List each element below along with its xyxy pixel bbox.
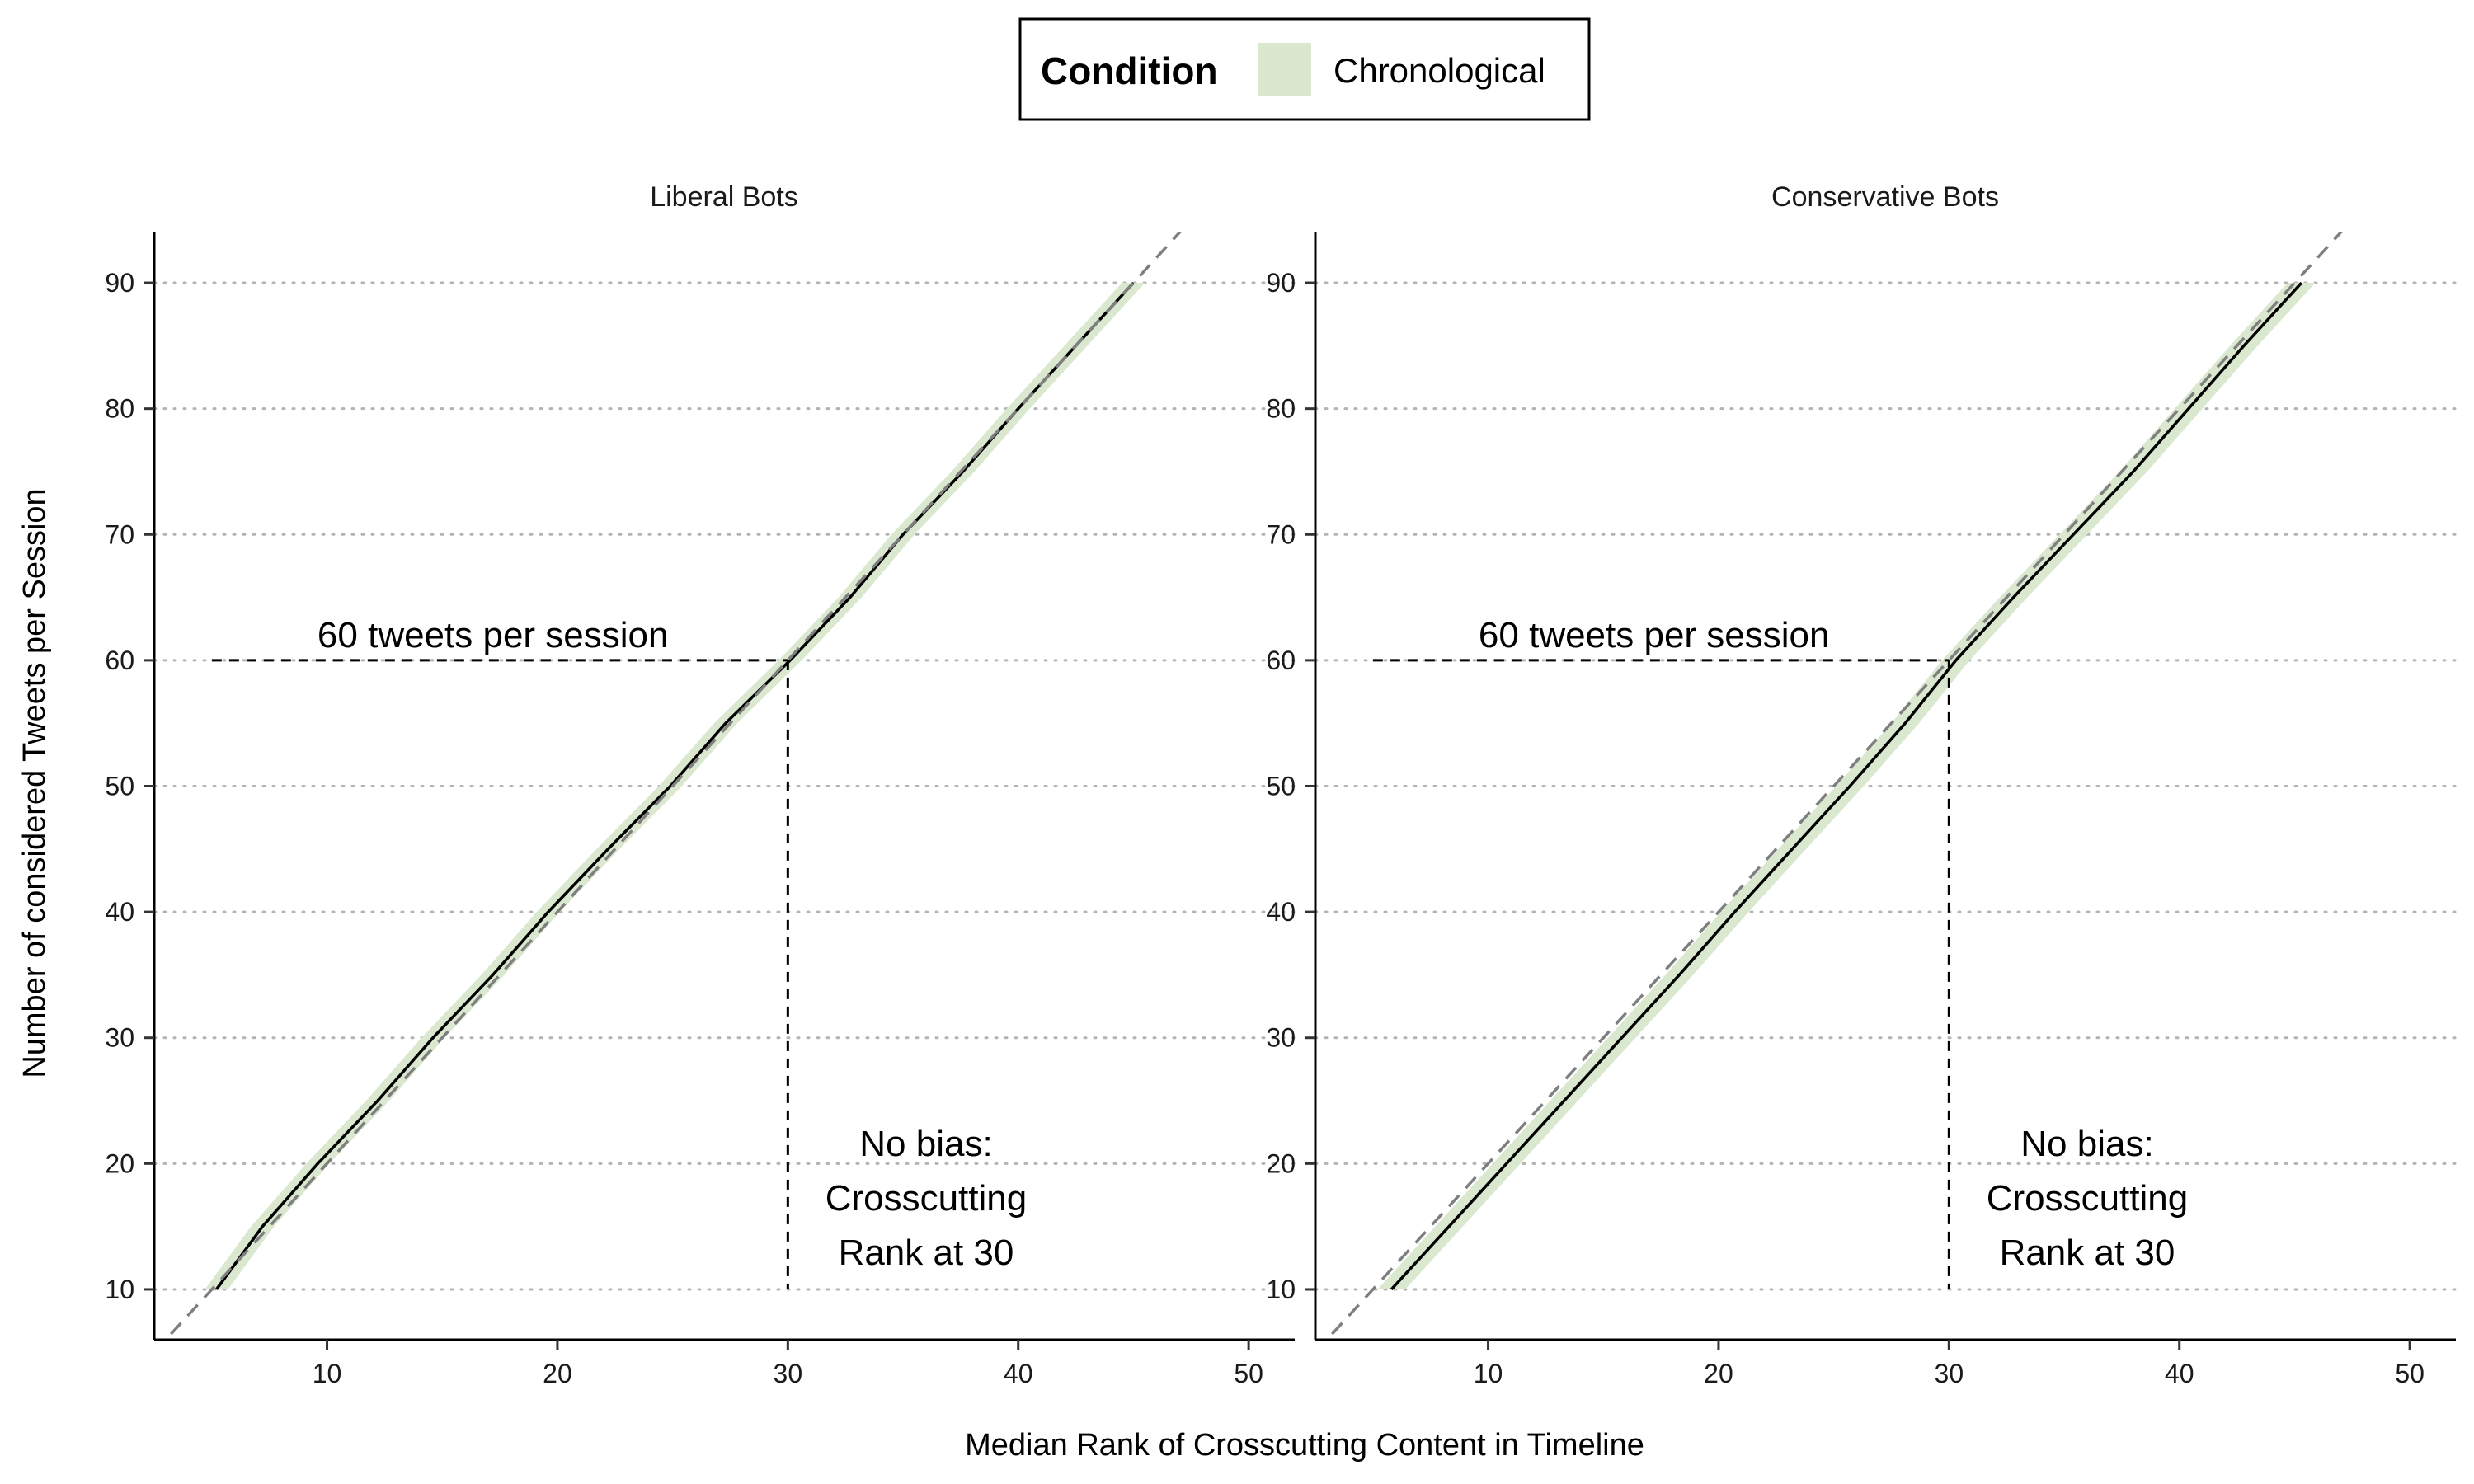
panel-title: Conservative Bots bbox=[1771, 181, 1999, 213]
confidence-ribbon bbox=[205, 283, 1145, 1289]
x-tick-label: 10 bbox=[1474, 1359, 1503, 1388]
y-tick-label: 10 bbox=[1266, 1275, 1296, 1304]
x-tick-label: 50 bbox=[1234, 1359, 1263, 1388]
y-tick-label: 10 bbox=[105, 1275, 134, 1304]
reference-line bbox=[1324, 232, 2343, 1340]
legend-label-chronological: Chronological bbox=[1333, 51, 1545, 90]
confidence-ribbon bbox=[1377, 283, 2316, 1289]
y-tick-label: 90 bbox=[105, 268, 134, 298]
y-tick-label: 80 bbox=[105, 394, 134, 424]
plot-area bbox=[1324, 232, 2343, 1340]
annotation-note-line: No bias: bbox=[2020, 1124, 2153, 1164]
x-tick-label: 10 bbox=[313, 1359, 342, 1388]
y-tick-label: 30 bbox=[1266, 1023, 1296, 1053]
y-tick-label: 80 bbox=[1266, 394, 1296, 424]
x-axis-title: Median Rank of Crosscutting Content in T… bbox=[965, 1428, 1644, 1463]
panel-title: Liberal Bots bbox=[650, 181, 798, 213]
x-tick-label: 30 bbox=[1935, 1359, 1964, 1388]
y-tick-label: 90 bbox=[1266, 268, 1296, 298]
x-tick-label: 30 bbox=[774, 1359, 803, 1388]
annotation-h-text: 60 tweets per session bbox=[317, 615, 669, 655]
x-tick-label: 20 bbox=[543, 1359, 572, 1388]
y-tick-label: 50 bbox=[1266, 772, 1296, 801]
annotation-note-line: Crosscutting bbox=[825, 1178, 1028, 1219]
plot-area bbox=[163, 232, 1182, 1340]
y-axis-title: Number of considered Tweets per Session bbox=[17, 488, 52, 1078]
y-tick-label: 70 bbox=[105, 519, 134, 549]
legend: Condition Chronological bbox=[1018, 17, 1591, 121]
reference-line bbox=[163, 232, 1182, 1340]
annotation-h-text: 60 tweets per session bbox=[1479, 615, 1830, 655]
series-line bbox=[1390, 281, 2303, 1291]
x-tick-label: 50 bbox=[2395, 1359, 2425, 1388]
y-tick-label: 70 bbox=[1266, 519, 1296, 549]
y-tick-label: 40 bbox=[1266, 897, 1296, 927]
panel-liberal-bots: Liberal Bots 60 tweets per session No bia… bbox=[105, 181, 1296, 1388]
y-tick-label: 20 bbox=[105, 1148, 134, 1178]
legend-key-chronological bbox=[1258, 43, 1311, 96]
y-tick-label: 50 bbox=[105, 772, 134, 801]
annotation-note-line: No bias: bbox=[859, 1124, 992, 1164]
y-tick-label: 30 bbox=[105, 1023, 134, 1053]
x-tick-label: 20 bbox=[1704, 1359, 1733, 1388]
annotation-note-line: Rank at 30 bbox=[2000, 1233, 2175, 1273]
x-tick-label: 40 bbox=[2165, 1359, 2194, 1388]
panel-conservative-bots: Conservative Bots 60 tweets per session N… bbox=[1266, 181, 2458, 1388]
legend-title: Condition bbox=[1041, 49, 1218, 92]
y-tick-label: 40 bbox=[105, 897, 134, 927]
x-tick-label: 40 bbox=[1004, 1359, 1033, 1388]
annotation-note-line: Rank at 30 bbox=[839, 1233, 1014, 1273]
y-tick-label: 60 bbox=[105, 646, 134, 675]
y-tick-label: 60 bbox=[1266, 646, 1296, 675]
annotation-note-line: Crosscutting bbox=[1987, 1178, 2189, 1219]
y-tick-label: 20 bbox=[1266, 1148, 1296, 1178]
